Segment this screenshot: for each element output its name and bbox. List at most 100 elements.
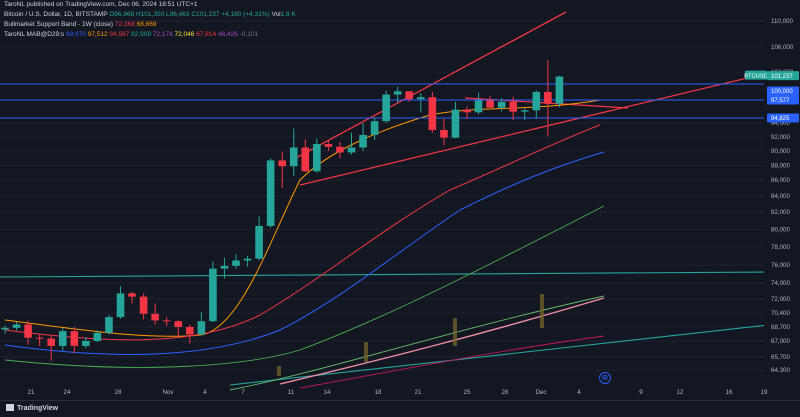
price-tick-label: 67,000	[771, 338, 790, 345]
indicator-ma-v1: 89,970	[66, 31, 86, 38]
time-tick-label: 24	[64, 389, 71, 396]
tradingview-logo[interactable]: TradingView	[6, 404, 58, 412]
candle-body	[266, 160, 275, 226]
candle-body	[289, 147, 298, 167]
price-tick-label: 90,000	[771, 148, 790, 155]
candle-body	[313, 144, 321, 172]
candle-body	[509, 101, 517, 112]
candle-body	[151, 313, 159, 321]
candle-body	[520, 110, 529, 112]
candle	[497, 97, 506, 112]
price-tick-label: 92,000	[771, 134, 790, 141]
bsb-green-line	[229, 295, 605, 391]
candle	[301, 139, 310, 173]
candle	[440, 118, 448, 146]
candle-body	[243, 258, 252, 261]
candle	[266, 158, 275, 228]
price-labels: BTCUSD 101,237 100,000 97,577 94,825	[744, 70, 799, 123]
candle	[463, 106, 471, 119]
candle-body	[555, 76, 564, 104]
price-tick-label: 94,000	[771, 120, 790, 127]
indicator-ma-line[interactable]: TaroNL MAB@D29;s 89,970 97,512 94,587 82…	[0, 30, 740, 40]
bsb-marker	[453, 318, 457, 346]
bsb-marker	[364, 342, 368, 362]
scroll-to-realtime-icon[interactable]: ⊕	[599, 372, 611, 384]
price-tick-label: 80,000	[771, 227, 790, 234]
candle	[532, 90, 541, 119]
symbol-tag-bg	[745, 70, 767, 80]
time-tick-label: 16	[726, 389, 733, 396]
indicator-ma-v7: 67,814	[196, 31, 217, 38]
candle-body	[186, 327, 194, 335]
candle-body	[301, 147, 310, 172]
symbol-name[interactable]: Bitcoin / U.S. Dollar, 1D, BITSTAMP	[4, 11, 108, 18]
price-label-bg	[767, 86, 799, 96]
time-tick-label: 21	[28, 389, 35, 396]
candle	[451, 101, 460, 139]
candle	[555, 75, 564, 108]
price-label: 97,577	[771, 98, 790, 104]
candle-body	[428, 97, 437, 130]
candle-body	[474, 100, 483, 113]
candle-body	[105, 317, 113, 333]
price-chart[interactable]: 110,000106,000102,00094,00092,00090,0008…	[0, 0, 800, 400]
price-tick-label: 110,000	[771, 18, 793, 25]
price-label-bg	[767, 95, 799, 105]
candle-body	[220, 265, 229, 269]
candle-body	[405, 91, 414, 100]
time-tick-label: 25	[464, 389, 471, 396]
price-label: 94,825	[771, 116, 790, 122]
candle	[220, 257, 229, 279]
indicator-ma-v8: 46,426	[217, 31, 238, 38]
candle-body	[82, 341, 90, 346]
candle-body	[324, 144, 333, 147]
candle	[139, 293, 148, 320]
candle	[47, 336, 55, 361]
candle	[382, 90, 390, 123]
candle	[313, 138, 321, 173]
price-tick-label: 86,000	[771, 177, 790, 184]
candle-body	[463, 109, 471, 113]
candle	[82, 336, 90, 349]
indicator-bsb-line[interactable]: Bullmarket Support Band - 1W (close) 72,…	[0, 20, 740, 30]
candle-body	[278, 160, 286, 167]
indicator-ma-v5: 72,174	[152, 31, 173, 38]
candle	[428, 91, 437, 133]
indicator-ma-v3: 94,587	[109, 31, 130, 38]
horizontal-levels	[0, 83, 764, 119]
time-tick-label: 28	[115, 389, 122, 396]
price-label-bg	[767, 113, 799, 123]
candle	[151, 303, 159, 325]
time-tick-label: 4	[203, 389, 207, 396]
candle	[370, 117, 379, 140]
candle-body	[162, 320, 171, 322]
ma-green-line	[4, 205, 605, 368]
tradingview-brand: TradingView	[17, 405, 59, 412]
time-tick-label: Nov	[162, 389, 174, 396]
candle	[324, 140, 333, 151]
ma-mid-line	[4, 124, 601, 341]
candle-body	[497, 101, 506, 108]
candle-body	[93, 332, 102, 341]
candle	[162, 317, 171, 327]
price-axis-background	[764, 0, 800, 400]
price-tick-label: 68,700	[771, 324, 790, 331]
candle	[70, 327, 79, 354]
volume-value: 1.8 K	[280, 11, 296, 18]
price-tick-label: 72,000	[771, 296, 790, 303]
candle-body	[486, 100, 494, 108]
low-value: L96,463	[166, 11, 190, 18]
time-tick-label: 14	[324, 389, 331, 396]
candle	[278, 151, 286, 188]
candle-body	[70, 331, 79, 346]
indicator-ma-v9: -0,101	[239, 31, 259, 38]
time-tick-label: 21	[415, 389, 422, 396]
published-line: TaroNL published on TradingView.com, Dec…	[4, 1, 198, 8]
candle-body	[139, 296, 148, 314]
time-tick-label: 7	[241, 389, 245, 396]
indicator-bsb-v1: 72,368	[114, 21, 135, 28]
price-tick-label: 88,000	[771, 163, 790, 170]
tradingview-icon	[6, 404, 14, 411]
indicator-ma-v6: 72,046	[174, 31, 195, 38]
candle	[393, 86, 402, 103]
